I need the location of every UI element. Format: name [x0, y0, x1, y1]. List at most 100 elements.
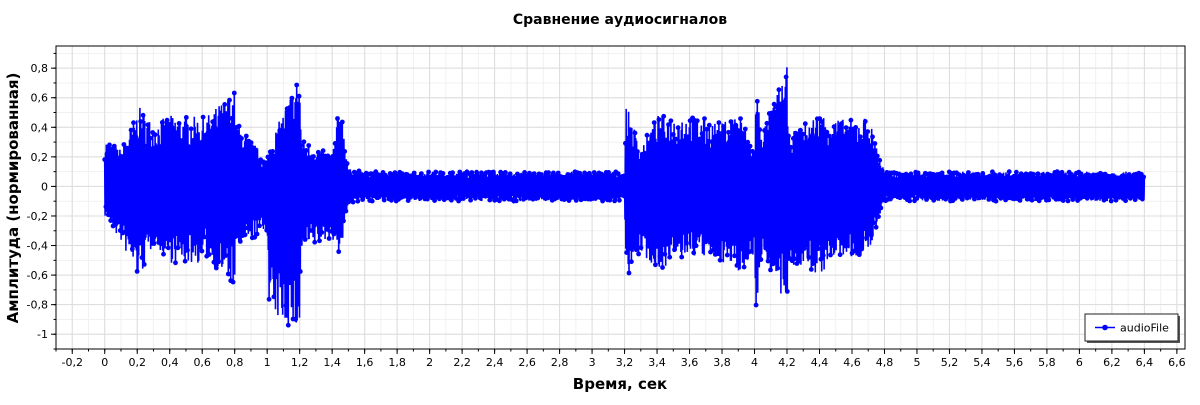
waveform-point: [224, 111, 230, 117]
x-tick-label: 2,8: [551, 356, 569, 369]
waveform-point: [879, 168, 885, 174]
waveform-point: [969, 192, 975, 198]
waveform-point: [151, 240, 157, 246]
waveform-point: [819, 119, 825, 124]
waveform-point: [643, 230, 649, 235]
waveform-point: [650, 243, 656, 248]
waveform-point: [485, 193, 490, 199]
waveform-point: [676, 239, 682, 244]
waveform-point: [757, 127, 763, 133]
x-tick-label: 2,2: [453, 356, 471, 369]
waveform-point: [855, 141, 861, 147]
waveform-point: [548, 174, 554, 180]
waveform-point: [870, 134, 875, 140]
waveform-point: [748, 248, 754, 254]
waveform-point: [391, 194, 397, 200]
waveform-point: [219, 113, 225, 118]
waveform-point: [844, 243, 850, 248]
waveform-point: [873, 224, 879, 230]
waveform-point: [435, 174, 441, 180]
waveform-point: [102, 157, 108, 163]
waveform-point: [867, 144, 873, 150]
waveform-point: [872, 141, 878, 146]
waveform-point: [657, 253, 663, 259]
waveform-point: [379, 192, 385, 198]
waveform-point: [573, 198, 579, 203]
waveform-point: [714, 133, 719, 139]
waveform-point: [210, 119, 216, 125]
waveform-point: [675, 125, 681, 131]
waveform-point: [525, 192, 531, 198]
waveform-point: [179, 138, 184, 144]
waveform-point: [627, 127, 633, 133]
waveform-point: [209, 243, 214, 249]
x-tick-label: 5,6: [1006, 356, 1024, 369]
waveform-point: [349, 174, 355, 180]
waveform-point: [344, 161, 350, 166]
x-axis-label: Время, сек: [573, 375, 667, 393]
waveform-point: [321, 222, 327, 228]
waveform-point: [662, 251, 668, 257]
waveform-point: [159, 120, 165, 125]
waveform-point: [921, 193, 927, 199]
waveform-point: [732, 253, 737, 259]
waveform-point: [653, 262, 658, 268]
waveform-point: [877, 157, 883, 163]
waveform-point: [157, 144, 163, 149]
waveform-point: [254, 231, 260, 237]
x-tick-label: 1,6: [356, 356, 374, 369]
y-tick-label: 0,2: [31, 151, 49, 164]
waveform-point: [1071, 174, 1077, 180]
waveform-point: [305, 222, 310, 228]
waveform-point: [141, 262, 147, 267]
waveform-point: [339, 119, 345, 125]
waveform-point: [615, 171, 621, 177]
x-tick-label: 2,4: [486, 356, 504, 369]
waveform-point: [577, 170, 583, 176]
waveform-point: [293, 316, 298, 322]
waveform-point: [303, 148, 309, 153]
waveform-point: [835, 228, 841, 234]
waveform-line: [103, 67, 1146, 326]
x-tick-label: 4,4: [811, 356, 829, 369]
waveform-point: [186, 144, 192, 150]
waveform-point: [276, 258, 282, 264]
waveform-point: [296, 93, 302, 99]
waveform-point: [317, 238, 322, 244]
waveform-point: [721, 124, 727, 129]
waveform-point: [333, 218, 339, 224]
waveform-point: [910, 175, 916, 181]
waveform-point: [131, 120, 136, 126]
waveform-point: [174, 130, 180, 136]
waveform-point: [656, 117, 662, 122]
waveform-point: [778, 121, 784, 126]
waveform-point: [138, 119, 144, 124]
waveform-point: [335, 116, 340, 121]
waveform-point: [423, 175, 429, 181]
x-tick-label: 6,6: [1168, 356, 1186, 369]
x-tick-label: 3: [589, 356, 596, 369]
waveform-point: [723, 147, 729, 153]
waveform-point: [624, 250, 629, 256]
waveform-point: [247, 226, 253, 232]
waveform-point: [670, 132, 676, 137]
waveform-point: [385, 175, 391, 180]
waveform-point: [473, 195, 478, 201]
waveform-point: [1072, 193, 1078, 198]
waveform-point: [679, 254, 685, 260]
waveform-point: [702, 116, 707, 121]
waveform-point: [1101, 197, 1107, 203]
waveform-point: [980, 171, 986, 176]
waveform-point: [270, 149, 276, 154]
waveform-point: [512, 175, 518, 181]
waveform-point: [140, 112, 146, 118]
x-tick-label: 6,2: [1103, 356, 1121, 369]
waveform-point: [769, 110, 775, 116]
y-tick-label: 0: [41, 180, 48, 193]
waveform-point: [183, 115, 189, 120]
waveform-point: [403, 192, 409, 198]
waveform-point: [115, 219, 121, 225]
waveform-point: [847, 226, 853, 232]
x-tick-label: 4,8: [876, 356, 894, 369]
waveform-point: [734, 263, 740, 268]
